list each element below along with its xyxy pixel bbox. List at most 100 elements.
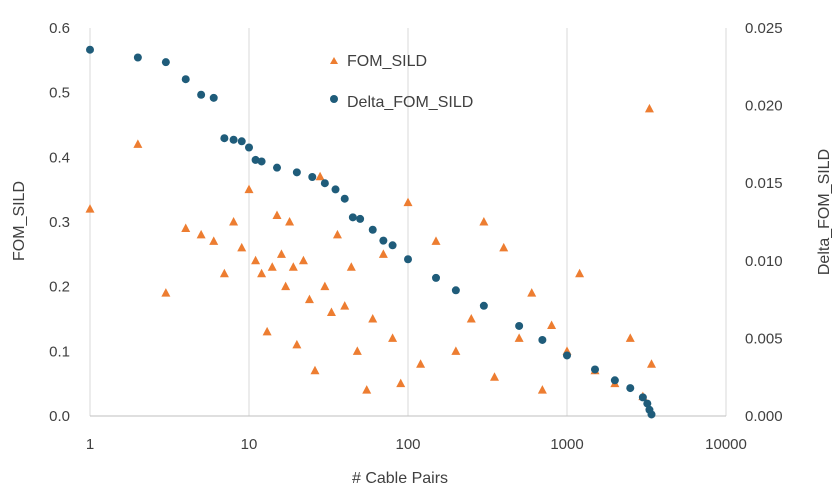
fom-sild-point: [219, 268, 229, 278]
fom-sild-point: [292, 339, 302, 349]
fom-sild-point: [161, 288, 171, 297]
delta-fom-sild-point: [237, 137, 246, 146]
delta-fom-sild-point: [563, 351, 571, 360]
delta-fom-sild-point: [229, 135, 238, 144]
fom-sild-point: [466, 314, 476, 323]
delta-fom-sild-point: [331, 185, 340, 194]
delta-fom-sild-point: [245, 143, 253, 152]
fom-sild-point: [257, 268, 267, 278]
left-y-tick-label: 0.1: [49, 343, 70, 360]
left-y-axis-title: FOM_SILD: [11, 181, 28, 261]
fom-sild-point: [326, 307, 336, 317]
delta-fom-sild-point: [451, 286, 460, 295]
delta-fom-sild-point: [538, 335, 547, 344]
fom-sild-point: [403, 197, 413, 207]
right-y-tick-label: 0.020: [745, 98, 783, 115]
fom-sild-point: [388, 333, 398, 342]
fom-sild-point: [547, 320, 557, 329]
fom-sild-point: [272, 210, 282, 220]
fom-sild-point: [378, 249, 388, 258]
delta-fom-sild-point: [197, 90, 206, 99]
fom-sild-point: [575, 268, 585, 278]
left-y-tick-label: 0.4: [49, 149, 70, 166]
fom-sild-point: [346, 262, 356, 271]
fom-sild-point: [537, 385, 547, 394]
fom-sild-point: [431, 236, 441, 245]
fom-sild-point: [625, 333, 635, 342]
right-y-tick-label: 0.025: [745, 20, 783, 37]
delta-fom-sild-point: [610, 376, 619, 385]
fom-sild-point: [209, 236, 219, 245]
fom-sild-point: [237, 242, 247, 252]
left-y-tick-label: 0.0: [49, 408, 70, 425]
x-axis-ticks: 1 10 100 1000 10000: [86, 436, 747, 453]
fom-sild-point: [196, 229, 206, 239]
fom-sild-point: [416, 359, 426, 368]
legend-marker-fom-sild: [330, 57, 338, 64]
fom-sild-point: [644, 103, 654, 113]
fom-sild-point: [315, 171, 325, 181]
left-y-tick-label: 0.6: [49, 20, 70, 37]
right-y-axis-ticks: 0.000 0.005 0.010 0.015 0.020 0.025: [745, 20, 783, 425]
delta-fom-sild-point: [404, 255, 412, 264]
vertical-gridlines: [89, 28, 727, 416]
fom-sild-point: [527, 288, 537, 297]
delta-fom-sild-point: [86, 45, 94, 54]
fom-sild-point: [267, 262, 277, 271]
left-y-tick-label: 0.2: [49, 279, 70, 296]
x-tick-label: 1000: [550, 436, 583, 453]
left-y-tick-label: 0.5: [49, 85, 70, 102]
delta-fom-sild-point: [220, 134, 229, 143]
series-fom-sild: [85, 103, 657, 401]
legend-label-fom-sild: FOM_SILD: [347, 53, 427, 70]
x-tick-label: 10: [241, 436, 258, 453]
right-y-tick-label: 0.005: [745, 330, 783, 347]
delta-fom-sild-point: [368, 225, 377, 234]
delta-fom-sild-point: [340, 194, 349, 203]
fom-sild-point: [181, 223, 191, 232]
delta-fom-sild-point: [388, 241, 397, 250]
fom-sild-point: [288, 262, 298, 271]
fom-sild-point: [310, 365, 320, 375]
fom-sild-point: [499, 242, 509, 252]
fom-sild-point: [298, 255, 308, 265]
delta-fom-sild-point: [348, 213, 357, 222]
left-y-axis-ticks: 0.0 0.1 0.2 0.3 0.4 0.5 0.6: [49, 20, 70, 425]
fom-sild-point: [229, 217, 239, 226]
x-tick-label: 10000: [705, 436, 747, 453]
x-tick-label: 100: [395, 436, 420, 453]
delta-fom-sild-point: [251, 155, 260, 164]
delta-fom-sild-point: [515, 321, 524, 330]
delta-fom-sild-point: [292, 168, 301, 177]
delta-fom-sild-point: [379, 236, 388, 245]
delta-fom-sild-point: [626, 384, 635, 393]
fom-sild-point: [251, 255, 261, 265]
fom-sild-point: [479, 217, 489, 226]
fom-sild-point: [362, 385, 372, 394]
delta-fom-sild-point: [272, 163, 281, 172]
fom-sild-point: [352, 346, 362, 355]
left-y-tick-label: 0.3: [49, 214, 70, 231]
right-y-tick-label: 0.015: [745, 175, 783, 192]
x-axis-title: # Cable Pairs: [352, 470, 448, 487]
delta-fom-sild-point: [257, 157, 266, 166]
delta-fom-sild-point: [133, 53, 142, 62]
fom-sild-point: [647, 359, 657, 368]
delta-fom-sild-point: [479, 301, 488, 310]
legend-label-delta-fom-sild: Delta_FOM_SILD: [347, 94, 473, 111]
fom-sild-point: [262, 326, 272, 336]
delta-fom-sild-point: [181, 75, 190, 84]
delta-fom-sild-point: [647, 410, 656, 419]
fom-sild-point: [451, 346, 461, 355]
delta-fom-sild-point: [308, 172, 317, 181]
fom-sild-point: [396, 378, 406, 388]
right-y-tick-label: 0.010: [745, 253, 783, 270]
fom-sild-point: [85, 204, 95, 213]
fom-sild-point: [285, 217, 295, 226]
x-tick-label: 1: [86, 436, 94, 453]
fom-sild-point: [332, 229, 342, 239]
right-y-tick-label: 0.000: [745, 408, 783, 425]
delta-fom-sild-point: [638, 393, 647, 402]
fom-sild-point: [281, 281, 291, 291]
